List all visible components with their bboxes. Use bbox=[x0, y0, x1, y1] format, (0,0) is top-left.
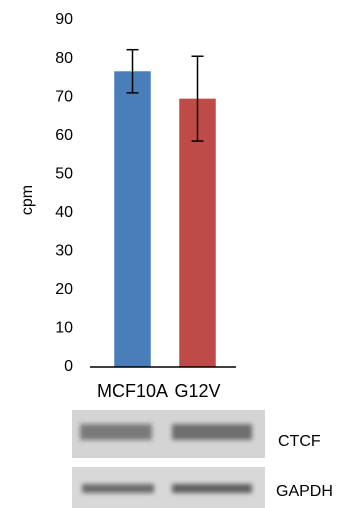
x-tick-label: MCF10A bbox=[97, 381, 168, 401]
y-tick-label: 10 bbox=[55, 320, 73, 337]
bar bbox=[114, 71, 151, 367]
y-tick-label: 30 bbox=[55, 243, 73, 260]
x-tick-label: G12V bbox=[174, 381, 220, 401]
y-tick-label: 20 bbox=[55, 281, 73, 298]
y-tick-label: 40 bbox=[55, 204, 73, 221]
blot-label: CTCF bbox=[278, 433, 321, 450]
y-tick-label: 60 bbox=[55, 127, 73, 144]
y-axis-label: cpm bbox=[19, 185, 36, 215]
y-tick-label: 50 bbox=[55, 165, 73, 182]
chart: cpm CTCF GAPDH 0 10 20 30 40 50 60 70 80 90 MCF10A… bbox=[0, 0, 361, 508]
y-tick-label: 70 bbox=[55, 88, 73, 105]
blot-gapdh bbox=[72, 467, 265, 508]
y-tick-label: 0 bbox=[64, 358, 73, 375]
page: cpm CTCF GAPDH 0 10 20 30 40 50 60 70 80 90 MCF10A… bbox=[0, 0, 361, 508]
blot-ctcf bbox=[72, 410, 265, 458]
y-tick-label: 90 bbox=[55, 11, 73, 28]
blot-label: GAPDH bbox=[276, 483, 333, 500]
y-tick-label: 80 bbox=[55, 50, 73, 67]
